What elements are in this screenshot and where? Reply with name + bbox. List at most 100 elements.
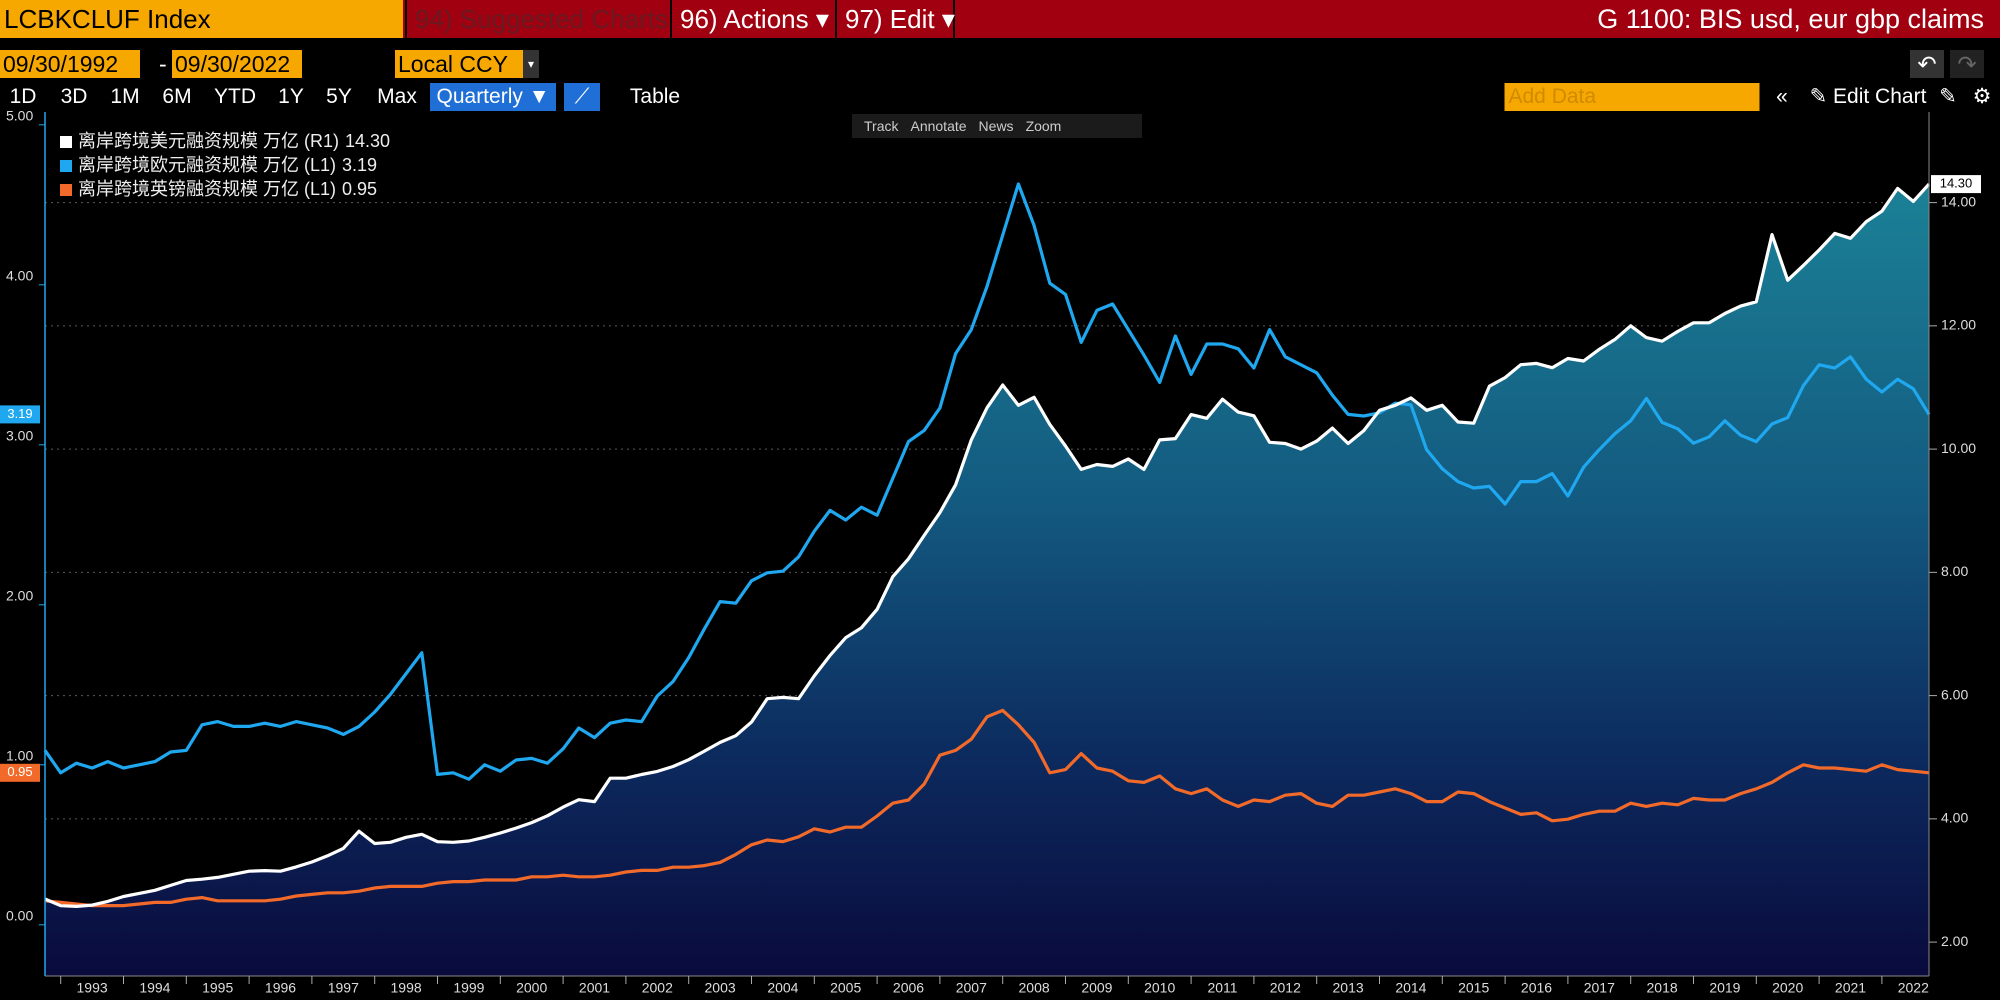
last-value-label: 3.19 — [7, 406, 32, 421]
date-separator: - — [159, 51, 167, 77]
x-tick-label: 2005 — [830, 980, 861, 996]
start-date[interactable]: 09/30/1992 — [0, 50, 140, 78]
x-tick-label: 1994 — [139, 980, 170, 996]
x-tick-label: 2022 — [1898, 980, 1929, 996]
chart-type-button[interactable]: ⟋ — [564, 83, 600, 111]
last-value-label: 0.95 — [7, 764, 32, 779]
x-tick-label: 2021 — [1835, 980, 1866, 996]
y2-tick-label: 4.00 — [1941, 810, 1968, 826]
x-tick-label: 1997 — [328, 980, 359, 996]
x-tick-label: 2004 — [767, 980, 798, 996]
legend-swatch — [60, 160, 72, 172]
last-value-badge — [0, 405, 40, 424]
chart-title: G 1100: BIS usd, eur gbp claims — [1597, 4, 1984, 34]
add-data-field[interactable]: Add Data — [1504, 83, 1760, 111]
legend-value: 3.19 — [342, 155, 377, 175]
range-button[interactable]: 3D — [60, 85, 88, 108]
x-tick-label: 2014 — [1395, 980, 1426, 996]
series-line — [44, 708, 1930, 908]
y2-tick-label: 12.00 — [1941, 317, 1976, 333]
series-line — [44, 183, 1931, 908]
x-tick-label: 2013 — [1333, 980, 1364, 996]
tool-button[interactable]: Track — [864, 118, 899, 134]
edit-icon-button[interactable]: ✎ — [1939, 85, 1957, 108]
dropdown-arrow[interactable]: ▾ — [523, 50, 539, 78]
y2-tick-label: 10.00 — [1941, 440, 1976, 456]
x-tick-label: 2020 — [1772, 980, 1803, 996]
tool-button[interactable]: Annotate — [910, 118, 967, 134]
y-tick-label: 1.00 — [6, 748, 33, 764]
x-tick-label: 1995 — [202, 980, 233, 996]
x-tick-label: 2019 — [1709, 980, 1740, 996]
legend-entry: 离岸跨境美元融资规模 万亿 (R1) 14.30 — [78, 131, 390, 151]
x-tick-label: 2007 — [956, 980, 987, 996]
legend-entry: 离岸跨境欧元融资规模 万亿 (L1) 3.19 — [78, 155, 377, 175]
series-line — [43, 182, 1931, 781]
y-tick-label: 4.00 — [6, 268, 33, 284]
x-tick-label: 2000 — [516, 980, 547, 996]
tab[interactable]: 94) Suggested Charts — [405, 0, 670, 38]
edit-chart-button[interactable]: ✎ Edit Chart — [1810, 83, 1927, 111]
x-tick-label: 1993 — [77, 980, 108, 996]
y2-tick-label: 2.00 — [1941, 933, 1968, 949]
range-button[interactable]: Max — [377, 85, 417, 108]
x-tick-label: 2001 — [579, 980, 610, 996]
ticker-field[interactable]: LCBKCLUF Index — [0, 0, 403, 38]
legend-swatch — [60, 184, 72, 196]
x-tick-label: 1999 — [453, 980, 484, 996]
end-date[interactable]: 09/30/2022 — [172, 50, 302, 78]
legend-name: 离岸跨境欧元融资规模 万亿 (L1) — [78, 155, 336, 175]
y2-tick-label: 8.00 — [1941, 563, 1968, 579]
settings-button[interactable]: ⚙ — [1972, 85, 1992, 108]
table-button[interactable]: Table — [629, 85, 681, 108]
undo-button[interactable]: ↶ — [1910, 50, 1944, 78]
collapse-button[interactable]: « — [1776, 85, 1788, 108]
x-tick-label: 2008 — [1019, 980, 1050, 996]
y-tick-label: 2.00 — [6, 588, 33, 604]
x-tick-label: 2011 — [1207, 980, 1237, 996]
legend-swatch — [60, 136, 72, 148]
range-button[interactable]: 1D — [9, 85, 37, 108]
tab[interactable]: 96) Actions ▾ — [670, 0, 835, 38]
x-tick-label: 2015 — [1458, 980, 1489, 996]
y2-tick-label: 14.00 — [1941, 193, 1976, 209]
pen-icon: ✎ — [1809, 85, 1834, 108]
x-tick-label: 1998 — [391, 980, 422, 996]
range-button[interactable]: YTD — [214, 85, 256, 108]
x-tick-label: 2016 — [1521, 980, 1552, 996]
x-tick-label: 2010 — [1144, 980, 1175, 996]
x-tick-label: 2002 — [642, 980, 673, 996]
redo-button[interactable]: ↷ — [1950, 50, 1984, 78]
x-tick-label: 2017 — [1584, 980, 1615, 996]
legend-value: 14.30 — [345, 131, 390, 151]
frequency-button[interactable]: Quarterly ▼ — [430, 83, 556, 111]
x-tick-label: 2006 — [893, 980, 924, 996]
legend-entry: 离岸跨境英镑融资规模 万亿 (L1) 0.95 — [78, 179, 377, 199]
tool-button[interactable]: Zoom — [1025, 118, 1062, 134]
last-value-label: 14.30 — [1940, 176, 1973, 191]
tab[interactable]: 97) Edit ▾ — [835, 0, 955, 38]
x-tick-label: 2009 — [1081, 980, 1112, 996]
currency-select[interactable]: Local CCY — [395, 50, 523, 78]
y2-tick-label: 6.00 — [1941, 686, 1968, 702]
x-tick-label: 1996 — [265, 980, 296, 996]
x-tick-label: 2018 — [1647, 980, 1678, 996]
last-value-badge — [1931, 175, 1981, 194]
y-tick-label: 3.00 — [6, 428, 33, 444]
chart-toolbar: Track Annotate News Zoom — [852, 114, 1142, 138]
legend-name: 离岸跨境美元融资规模 万亿 (R1) — [78, 131, 339, 151]
range-button[interactable]: 1M — [110, 85, 140, 108]
tool-button[interactable]: News — [978, 118, 1014, 134]
x-tick-label: 2003 — [705, 980, 736, 996]
legend-name: 离岸跨境英镑融资规模 万亿 (L1) — [78, 179, 336, 199]
legend-value: 0.95 — [342, 179, 377, 199]
x-tick-label: 2012 — [1270, 980, 1301, 996]
y-tick-label: 0.00 — [6, 908, 33, 924]
range-button[interactable]: 6M — [162, 85, 192, 108]
last-value-badge — [0, 763, 40, 782]
edit-chart-label: Edit Chart — [1833, 85, 1927, 108]
range-button[interactable]: 5Y — [326, 85, 352, 108]
range-button[interactable]: 1Y — [278, 85, 304, 108]
